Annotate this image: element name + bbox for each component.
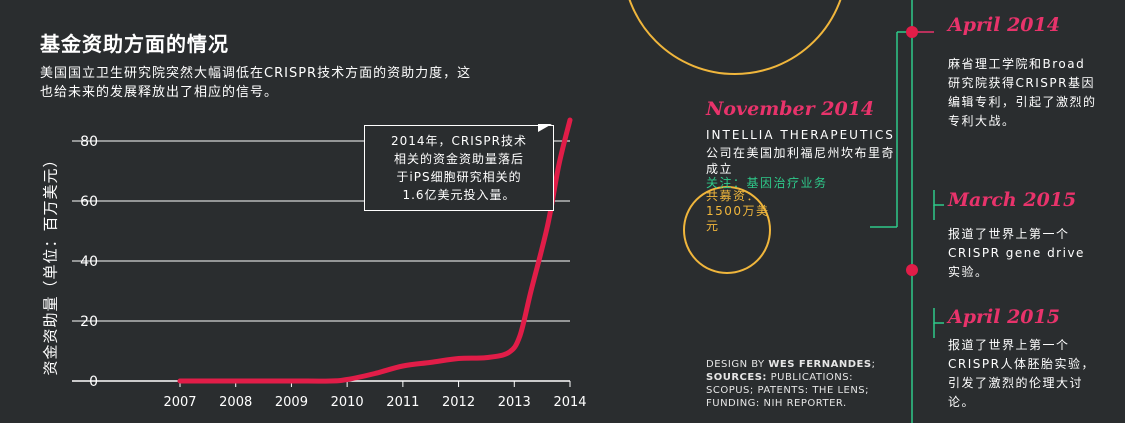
timeline-dot bbox=[906, 26, 918, 38]
timeline-bracket bbox=[933, 308, 944, 324]
event-date-apr-2015: April 2015 bbox=[948, 306, 1060, 328]
y-tick-labels: 0 20 40 60 80 bbox=[80, 134, 98, 390]
y-tick-label: 20 bbox=[80, 314, 98, 330]
annotation-line: 于iPS细胞研究相关的 bbox=[396, 170, 522, 184]
x-tick-label: 2010 bbox=[331, 395, 364, 410]
chart-annotation: 2014年，CRISPR技术 相关的资金资助量落后 于iPS细胞研究相关的 1.… bbox=[364, 125, 554, 211]
annotation-line: 相关的资金资助量落后 bbox=[393, 152, 524, 166]
timeline-dot bbox=[906, 264, 918, 276]
event-date-nov-2014: November 2014 bbox=[706, 98, 875, 120]
x-tick-label: 2014 bbox=[553, 395, 586, 410]
y-tick-label: 40 bbox=[80, 254, 98, 270]
series-line bbox=[177, 117, 573, 384]
x-tick-label: 2008 bbox=[219, 395, 252, 410]
credits-sources: PUBLICATIONS: SCOPUS; PATENTS: THE LENS;… bbox=[706, 372, 870, 409]
annotation-line: 1.6亿美元投入量。 bbox=[402, 188, 516, 202]
chart-series bbox=[177, 117, 573, 384]
y-tick-label: 60 bbox=[80, 194, 98, 210]
x-tick-label: 2013 bbox=[498, 395, 531, 410]
timeline-bracket bbox=[933, 190, 944, 206]
timeline-graphics bbox=[628, 0, 944, 423]
event-funding: 共募资：1500万美元 bbox=[706, 189, 770, 233]
event-date-mar-2015: March 2015 bbox=[948, 189, 1077, 211]
annotation-line: 2014年，CRISPR技术 bbox=[391, 134, 527, 148]
page-subtitle: 美国国立卫生研究院突然大幅调低在CRISPR技术方面的资助力度，这也给未来的发展… bbox=[40, 66, 472, 100]
page-title: 基金资助方面的情况 bbox=[40, 32, 229, 56]
y-tick-label: 0 bbox=[89, 374, 98, 390]
event-description: 报道了世界上第一个CRISPR人体胚胎实验，引发了激烈的伦理大讨论。 bbox=[948, 338, 1095, 409]
x-tick-label: 2012 bbox=[442, 395, 475, 410]
y-tick-label: 80 bbox=[80, 134, 98, 150]
funding-circle-small bbox=[683, 186, 771, 274]
funding-circle-large bbox=[628, 0, 842, 75]
x-tick-label: 2009 bbox=[275, 395, 308, 410]
event-description: 公司在美国加利福尼州坎布里奇成立 bbox=[706, 146, 896, 176]
event-description: 麻省理工学院和Broad研究院获得CRISPR基因编辑专利，引起了激烈的专利大战… bbox=[948, 57, 1097, 128]
event-focus: 关注：基因治疗业务 bbox=[706, 176, 828, 190]
credits-designer: WES FERNANDES bbox=[768, 359, 872, 370]
x-tick-label: 2011 bbox=[386, 395, 419, 410]
x-tick-label: 2007 bbox=[163, 395, 196, 410]
credits: DESIGN BY WES FERNANDES; SOURCES: PUBLIC… bbox=[706, 359, 876, 409]
credits-design-label: DESIGN BY bbox=[706, 359, 765, 370]
credits-sources-label: SOURCES: bbox=[706, 372, 767, 383]
event-description: 报道了世界上第一个CRISPR gene drive实验。 bbox=[948, 227, 1085, 279]
event-company: INTELLIA THERAPEUTICS bbox=[706, 128, 895, 142]
annotation-pointer bbox=[538, 124, 552, 132]
event-date-apr-2014: April 2014 bbox=[948, 14, 1060, 36]
x-tick-labels: 2007 2008 2009 2010 2011 2012 2013 2014 bbox=[163, 381, 587, 410]
